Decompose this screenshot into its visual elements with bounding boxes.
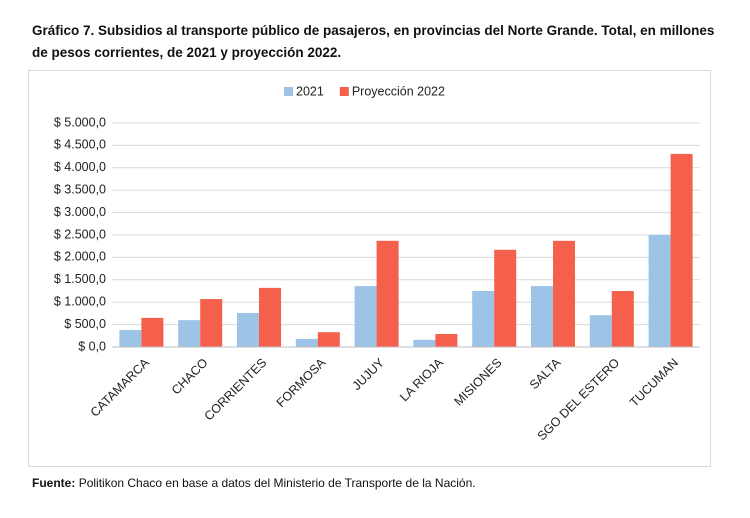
bar: [589, 315, 612, 347]
y-tick-label: $ 4.500,0: [54, 138, 106, 152]
bar: [648, 235, 671, 347]
y-tick-label: $ 0,0: [78, 339, 106, 353]
legend-swatch: [339, 87, 349, 96]
bar: [119, 329, 142, 347]
y-tick-label: $ 2.500,0: [54, 227, 106, 241]
legend-label: 2021: [296, 84, 324, 98]
bar: [494, 249, 517, 347]
bar: [259, 287, 281, 347]
bar: [178, 320, 201, 347]
source-label: Fuente:: [32, 476, 76, 490]
bar: [354, 286, 377, 347]
y-tick-label: $ 2.000,0: [54, 250, 106, 264]
y-tick-label: $ 3.500,0: [54, 182, 106, 196]
y-tick-label: $ 4.000,0: [54, 160, 106, 174]
bar: [531, 286, 553, 347]
bar: [317, 332, 340, 347]
bar: [237, 312, 259, 347]
legend-label: Proyección 2022: [352, 84, 445, 98]
y-tick-label: $ 1.000,0: [54, 294, 106, 308]
y-tick-label: $ 1.500,0: [54, 272, 106, 286]
y-tick-label: $ 500,0: [64, 317, 106, 331]
chart-title: Gráfico 7. Subsidios al transporte públi…: [32, 23, 715, 60]
source-text: Politikon Chaco en base a datos del Mini…: [78, 476, 476, 490]
bar: [472, 291, 495, 347]
legend-swatch: [284, 87, 293, 96]
y-tick-label: $ 5.000,0: [54, 115, 106, 129]
bar: [141, 317, 164, 347]
source: Fuente: Politikon Chaco en base a datos …: [32, 476, 476, 490]
bar: [553, 240, 575, 347]
bar: [376, 240, 399, 347]
bar: [670, 153, 693, 347]
bar: [611, 291, 634, 347]
bar: [435, 334, 458, 347]
bar: [200, 299, 223, 347]
chart-frame: [28, 70, 711, 467]
y-tick-label: $ 3.000,0: [54, 205, 106, 219]
chart: $ 0,0 $ 500,0 $ 1.000,0 $ 1.500,0 $ 2.000,0 $…: [28, 70, 711, 467]
bar: [413, 339, 436, 347]
bar: [295, 338, 318, 347]
